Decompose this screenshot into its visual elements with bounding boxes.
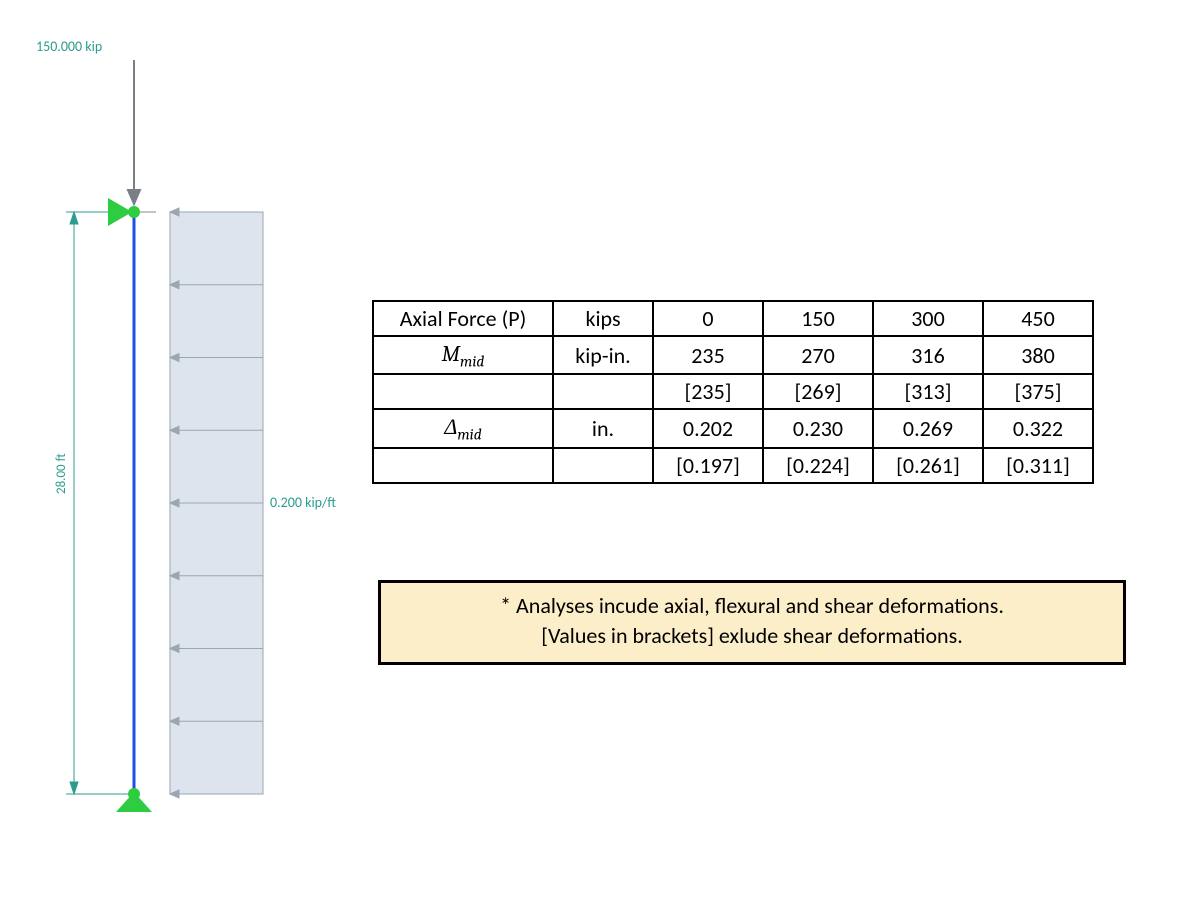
row-unit [553,374,653,409]
height-dimension [66,212,132,794]
row-label: Axial Force (P) [373,301,553,336]
row-unit: in. [553,409,653,447]
distributed-load [170,208,263,798]
table-cell: 0.269 [873,409,983,447]
table-row: [235][269][313][375] [373,374,1093,409]
table-cell: 0 [653,301,763,336]
table-cell: [375] [983,374,1093,409]
row-label [373,448,553,483]
table-cell: [313] [873,374,983,409]
table-cell: 235 [653,336,763,374]
structural-diagram [0,0,360,900]
results-table: Axial Force (P)kips0150300450Mmidkip-in.… [372,300,1094,484]
table-row: Mmidkip-in.235270316380 [373,336,1093,374]
table-cell: 316 [873,336,983,374]
table-cell: [0.224] [763,448,873,483]
note-line-1: * Analyses incude axial, flexural and sh… [401,591,1103,621]
table-cell: 450 [983,301,1093,336]
row-label: Mmid [373,336,553,374]
table-row: Axial Force (P)kips0150300450 [373,301,1093,336]
table-row: [0.197][0.224][0.261][0.311] [373,448,1093,483]
row-unit: kips [553,301,653,336]
point-load-arrow [128,60,140,204]
table-cell: 0.230 [763,409,873,447]
table-cell: 0.322 [983,409,1093,447]
table-cell: [0.311] [983,448,1093,483]
point-load-label: 150.000 kip [36,38,102,55]
height-dimension-label: 28.00 ft [54,453,69,494]
table-cell: [269] [763,374,873,409]
row-label [373,374,553,409]
table-cell: 0.202 [653,409,763,447]
table-cell: 150 [763,301,873,336]
table-cell: [0.261] [873,448,983,483]
table-row: Δmidin.0.2020.2300.2690.322 [373,409,1093,447]
diagram-svg [0,0,360,900]
note-line-2: [Values in brackets] exlude shear deform… [401,621,1103,651]
table-cell: 380 [983,336,1093,374]
analysis-note: * Analyses incude axial, flexural and sh… [378,580,1126,665]
table-cell: [235] [653,374,763,409]
row-unit: kip-in. [553,336,653,374]
row-label: Δmid [373,409,553,447]
bottom-support [116,788,152,812]
table-cell: [0.197] [653,448,763,483]
table-cell: 300 [873,301,983,336]
table-cell: 270 [763,336,873,374]
distributed-load-label: 0.200 kip/ft [270,494,336,511]
row-unit [553,448,653,483]
